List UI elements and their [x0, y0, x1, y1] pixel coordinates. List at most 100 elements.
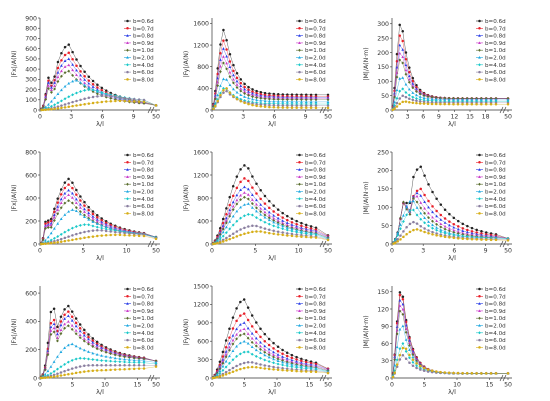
data-point	[83, 364, 86, 368]
x-tick-label: 50	[504, 382, 512, 389]
data-point	[404, 330, 408, 334]
data-point	[128, 367, 131, 371]
data-point	[224, 355, 228, 359]
data-point	[465, 230, 469, 234]
legend-label: b=8.0d	[133, 345, 154, 351]
data-point	[132, 356, 136, 360]
data-point	[47, 87, 50, 91]
data-point	[411, 95, 415, 99]
data-point	[412, 175, 415, 179]
data-point	[231, 338, 235, 342]
legend-label: b=6.0d	[305, 204, 326, 210]
data-point	[415, 206, 419, 209]
data-point	[246, 306, 250, 309]
data-point	[480, 238, 483, 241]
data-point	[447, 371, 451, 375]
data-point	[272, 350, 275, 354]
data-point	[78, 323, 82, 326]
axis-break	[147, 240, 152, 248]
series-line-far	[315, 234, 329, 240]
data-point	[52, 307, 56, 310]
data-point	[295, 104, 298, 107]
data-point	[49, 231, 53, 235]
legend-marker	[478, 212, 481, 215]
data-point	[225, 78, 229, 81]
data-point	[286, 218, 289, 222]
legend-marker	[298, 309, 301, 312]
data-point	[415, 90, 418, 94]
data-point	[427, 232, 430, 235]
data-point-far	[326, 102, 330, 106]
data-point	[411, 86, 415, 90]
x-tick-label: 0	[210, 114, 214, 121]
legend-marker	[126, 48, 129, 52]
data-point	[225, 207, 228, 210]
data-point	[281, 366, 284, 370]
data-point	[47, 81, 50, 84]
data-point	[91, 351, 95, 355]
data-point	[128, 364, 131, 367]
data-point	[235, 219, 239, 223]
data-point	[70, 327, 74, 331]
data-point	[218, 375, 222, 378]
data-point	[285, 226, 289, 229]
data-point	[67, 188, 70, 192]
legend-marker	[478, 27, 481, 30]
data-point	[100, 358, 103, 362]
data-point	[267, 99, 271, 103]
data-point	[247, 167, 250, 170]
data-point	[82, 333, 86, 337]
y-tick-label: 60	[381, 341, 389, 348]
data-point	[398, 51, 402, 55]
data-point	[259, 96, 263, 100]
legend-label: b=0.8d	[133, 34, 154, 40]
data-point	[218, 233, 222, 237]
data-point	[66, 319, 70, 323]
y-tick-label: 0	[33, 241, 37, 248]
data-point	[422, 100, 426, 104]
data-point	[235, 175, 239, 178]
y-tick-label: 100	[377, 205, 389, 212]
data-point	[415, 213, 419, 217]
series-line-far	[143, 103, 157, 106]
data-point	[100, 223, 104, 227]
data-point	[91, 90, 95, 94]
data-point	[419, 225, 423, 228]
data-point	[83, 83, 87, 87]
legend-label: b=6.0d	[485, 338, 506, 344]
data-point	[47, 108, 50, 111]
data-point	[272, 210, 275, 213]
data-point	[228, 203, 231, 207]
y-tick-label: 400	[25, 195, 37, 202]
series-line-far	[315, 366, 329, 371]
data-point	[221, 350, 225, 354]
data-point	[231, 366, 235, 370]
data-point	[59, 315, 63, 319]
data-point	[225, 48, 228, 51]
x-tick-label: 6	[452, 248, 456, 255]
data-point	[263, 364, 267, 367]
data-point	[286, 214, 289, 218]
x-tick-label: 15	[306, 382, 314, 389]
data-point	[422, 96, 426, 100]
data-point	[407, 77, 411, 81]
data-point	[411, 358, 415, 361]
legend-label: b=0.8d	[305, 34, 326, 40]
data-point	[398, 298, 402, 302]
data-point	[259, 94, 263, 97]
data-point	[272, 229, 275, 233]
data-point	[83, 215, 86, 219]
data-point	[239, 168, 242, 171]
data-point	[295, 369, 298, 373]
data-point	[300, 229, 303, 233]
data-point	[300, 224, 303, 228]
data-point	[395, 101, 399, 105]
data-point	[71, 234, 74, 237]
data-point	[456, 227, 460, 231]
data-point	[238, 341, 242, 345]
data-point	[63, 313, 66, 317]
data-point	[137, 234, 141, 238]
data-point	[52, 360, 56, 363]
y-tick-label: 600	[25, 172, 37, 179]
data-point	[75, 104, 78, 107]
